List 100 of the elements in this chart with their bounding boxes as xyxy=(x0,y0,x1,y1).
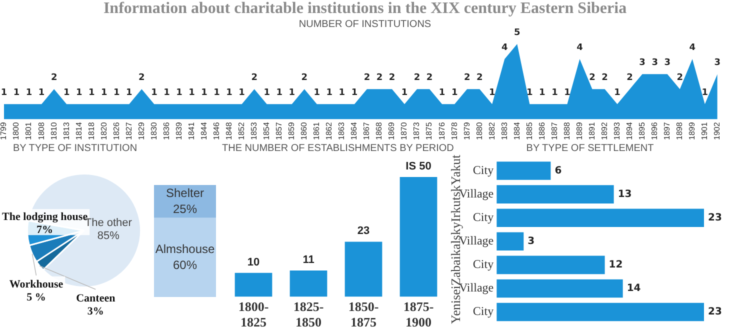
x-tick-label: 1883 xyxy=(500,122,509,140)
data-label: 1 xyxy=(151,88,158,98)
y-tick-label: Village xyxy=(458,280,494,295)
x-tick-label: 1826 xyxy=(112,122,121,140)
x-tick-label: 1841 xyxy=(186,122,196,140)
data-label: 1 xyxy=(238,88,245,98)
series-label: Almshouse xyxy=(155,242,215,256)
x-tick-label: 1813 xyxy=(62,122,71,140)
data-label: 2 xyxy=(476,72,483,83)
x-tick-label: 1818 xyxy=(86,122,96,140)
data-label: 2 xyxy=(426,72,433,83)
data-label: 1 xyxy=(614,88,620,98)
data-label: 2 xyxy=(602,72,608,83)
x-tick-label: 1862 xyxy=(324,122,334,140)
data-label: 25% xyxy=(172,202,198,216)
y-tick-label: City xyxy=(472,257,494,272)
x-tick-label: 1902 xyxy=(712,122,722,140)
x-tick-label: 1889 xyxy=(574,122,584,140)
data-label: 14 xyxy=(626,283,641,294)
x-tick-label: 1875-1900 xyxy=(403,298,434,330)
x-tick-label: 1830 xyxy=(149,122,158,140)
chart-title: BY TYPE OF INSTITUTION xyxy=(12,143,138,154)
x-tick-label: 1894 xyxy=(624,122,634,140)
text: Yakut xyxy=(448,154,464,185)
x-tick-label: 1884 xyxy=(512,122,522,140)
data-label: 1 xyxy=(214,88,220,98)
chart-subtitle: NUMBER OF INSTITUTIONS xyxy=(298,19,432,30)
x-tick-label: 1861 xyxy=(312,122,322,140)
data-label: 1 xyxy=(13,88,20,98)
data-label: 2 xyxy=(676,72,683,83)
data-label: 1 xyxy=(401,88,408,98)
data-label: 1 xyxy=(451,88,458,98)
data-label: 5 % xyxy=(26,291,46,304)
chart-title: BY TYPE OF SETTLEMENT xyxy=(526,143,654,154)
x-tick-label: 1859 xyxy=(287,122,296,140)
data-label: 11 xyxy=(302,254,314,266)
data-label: 1 xyxy=(326,88,333,98)
x-tick-label: 1895 xyxy=(638,122,647,140)
x-tick-label: 1873 xyxy=(412,122,422,140)
data-label: 1 xyxy=(288,88,295,98)
data-label: 3 xyxy=(528,236,535,247)
data-label: 60% xyxy=(172,258,198,272)
data-label: 1 xyxy=(226,88,232,98)
x-tick-label: 1886 xyxy=(537,122,546,140)
data-label: 1 xyxy=(88,88,95,98)
data-label: 1 xyxy=(702,88,708,98)
y-tick-label: Village xyxy=(458,186,494,200)
data-label: 1 xyxy=(176,88,182,98)
x-tick-label: 1879 xyxy=(462,122,472,140)
data-label: 1 xyxy=(164,88,170,98)
data-label: 1 xyxy=(26,88,32,98)
data-label: 2 xyxy=(301,72,308,83)
data-label: 3 xyxy=(714,58,721,68)
x-tick-label: 1899 xyxy=(688,122,697,140)
data-label: 3% xyxy=(87,305,104,318)
data-label: 2 xyxy=(589,72,596,83)
x-tick-label: 1885 xyxy=(524,122,534,140)
data-label: 2 xyxy=(388,72,396,83)
data-label: 2 xyxy=(364,72,370,83)
x-tick-label: 1846 xyxy=(212,122,221,140)
data-label: 1 xyxy=(338,88,346,98)
data-label: 7% xyxy=(36,224,54,236)
data-label: 2 xyxy=(376,72,383,83)
x-tick-label: 1898 xyxy=(675,122,684,140)
data-label: 2 xyxy=(464,72,470,83)
x-tick-label: 1844 xyxy=(199,122,208,140)
x-tick-label: 1801 xyxy=(24,122,34,140)
x-tick-label: 1814 xyxy=(74,122,84,140)
data-label: 1 xyxy=(564,88,570,98)
data-label: 2 xyxy=(251,72,258,83)
data-label: 1 xyxy=(100,88,108,98)
x-tick-label: 1810 xyxy=(49,122,58,140)
data-label: 3 xyxy=(652,58,658,68)
x-tick-label: 1853 xyxy=(250,122,259,140)
data-label: 23 xyxy=(708,212,722,224)
x-tick-label: 1892 xyxy=(600,122,609,140)
data-label: 1 xyxy=(539,88,546,98)
series-label: Shelter xyxy=(166,186,204,200)
data-label: 23 xyxy=(708,306,722,318)
x-tick-label: 1839 xyxy=(174,122,184,140)
data-label: 1 xyxy=(276,88,282,98)
data-label: 1 xyxy=(201,88,208,98)
data-label: 10 xyxy=(247,256,260,268)
x-tick-label: 1800 xyxy=(12,122,21,140)
data-label: 85% xyxy=(97,230,120,242)
data-label: 3 xyxy=(639,58,646,68)
x-tick-label: 1848 xyxy=(224,122,234,140)
x-tick-label: 1875 xyxy=(424,122,434,140)
data-label: 1 xyxy=(314,88,320,98)
x-tick-label: 1857 xyxy=(274,122,284,140)
data-label: IS 50 xyxy=(406,160,432,173)
x-tick-label: 1860 xyxy=(300,122,309,140)
x-tick-label: 1820 xyxy=(99,122,108,140)
x-tick-label: 1869 xyxy=(387,122,396,140)
x-tick-label: 1867 xyxy=(362,122,372,140)
x-tick-label: 1827 xyxy=(124,122,134,140)
data-label: 1 xyxy=(488,88,496,98)
data-label: 1 xyxy=(76,88,82,98)
data-label: 1 xyxy=(264,88,270,98)
slice-label: Workhouse xyxy=(9,278,64,290)
